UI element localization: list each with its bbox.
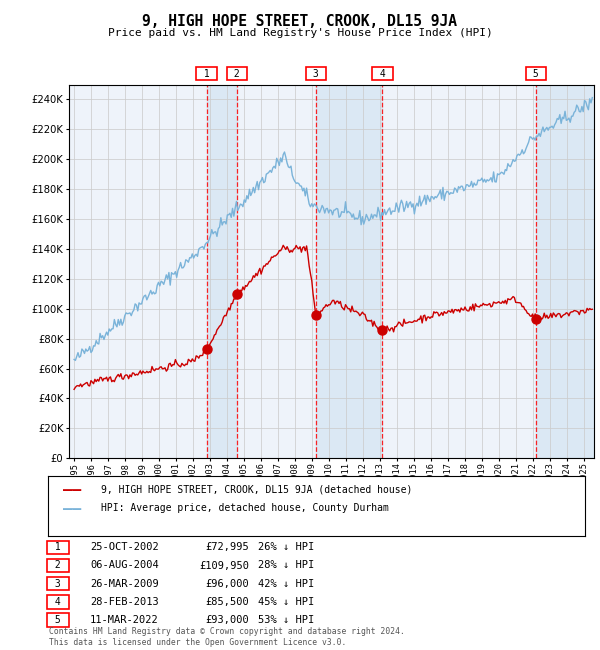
Bar <box>536 84 598 458</box>
Text: 26-MAR-2009: 26-MAR-2009 <box>90 578 159 589</box>
Text: 4: 4 <box>374 69 391 79</box>
Text: 5: 5 <box>527 69 545 79</box>
Text: 25-OCT-2002: 25-OCT-2002 <box>90 542 159 552</box>
Text: 5: 5 <box>49 615 67 625</box>
Text: 3: 3 <box>49 578 67 589</box>
Text: £85,500: £85,500 <box>205 597 249 607</box>
Text: 4: 4 <box>49 597 67 607</box>
Text: 06-AUG-2004: 06-AUG-2004 <box>90 560 159 571</box>
Text: ——: —— <box>63 482 81 497</box>
Text: £109,950: £109,950 <box>199 560 249 571</box>
Text: 3: 3 <box>307 69 325 79</box>
Text: 2: 2 <box>49 560 67 571</box>
Text: 9, HIGH HOPE STREET, CROOK, DL15 9JA: 9, HIGH HOPE STREET, CROOK, DL15 9JA <box>143 14 458 29</box>
Text: 28% ↓ HPI: 28% ↓ HPI <box>258 560 314 571</box>
Text: £96,000: £96,000 <box>205 578 249 589</box>
Text: 45% ↓ HPI: 45% ↓ HPI <box>258 597 314 607</box>
Text: 1: 1 <box>49 542 67 552</box>
Text: Contains HM Land Registry data © Crown copyright and database right 2024.
This d: Contains HM Land Registry data © Crown c… <box>49 627 405 647</box>
Bar <box>206 84 237 458</box>
Text: 2: 2 <box>229 69 246 79</box>
Text: 28-FEB-2013: 28-FEB-2013 <box>90 597 159 607</box>
Text: 42% ↓ HPI: 42% ↓ HPI <box>258 578 314 589</box>
Text: £93,000: £93,000 <box>205 615 249 625</box>
Text: Price paid vs. HM Land Registry's House Price Index (HPI): Price paid vs. HM Land Registry's House … <box>107 28 493 38</box>
Text: 53% ↓ HPI: 53% ↓ HPI <box>258 615 314 625</box>
Text: 9, HIGH HOPE STREET, CROOK, DL15 9JA (detached house): 9, HIGH HOPE STREET, CROOK, DL15 9JA (de… <box>101 484 412 495</box>
Bar <box>316 84 382 458</box>
Text: 26% ↓ HPI: 26% ↓ HPI <box>258 542 314 552</box>
Text: ——: —— <box>63 500 81 516</box>
Text: £72,995: £72,995 <box>205 542 249 552</box>
Text: 11-MAR-2022: 11-MAR-2022 <box>90 615 159 625</box>
Text: 1: 1 <box>198 69 215 79</box>
Text: HPI: Average price, detached house, County Durham: HPI: Average price, detached house, Coun… <box>101 503 389 514</box>
